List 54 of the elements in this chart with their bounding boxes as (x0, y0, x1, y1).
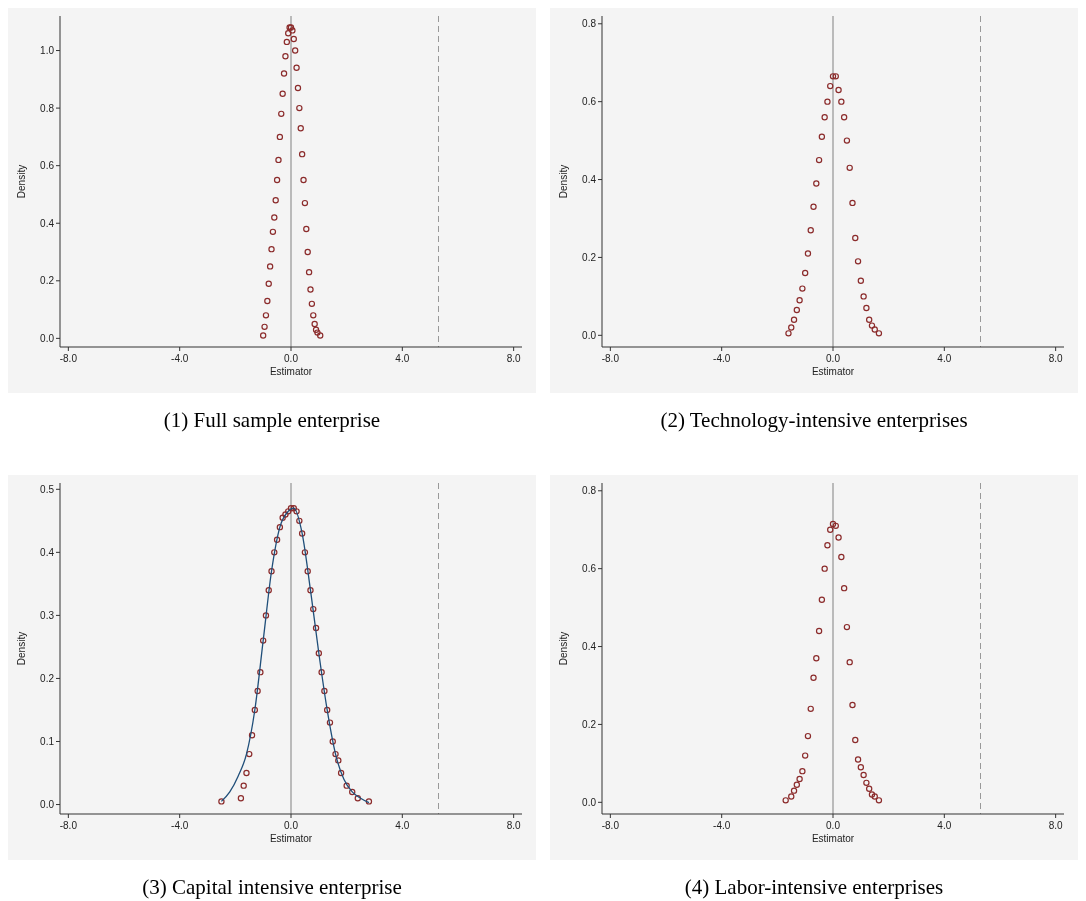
x-tick-label: 0.0 (826, 820, 841, 831)
y-tick-label: 0.2 (40, 672, 55, 684)
x-tick-label: -4.0 (713, 820, 731, 831)
x-tick-label: 8.0 (506, 820, 522, 831)
y-tick-label: 0.4 (582, 174, 597, 186)
x-tick-label: -8.0 (59, 353, 78, 364)
x-tick-label: -4.0 (171, 353, 189, 364)
y-axis-title: Density (16, 164, 27, 199)
y-tick-label: 0.2 (582, 251, 597, 263)
x-tick-label: 4.0 (937, 820, 952, 831)
y-tick-label: 0.8 (582, 18, 597, 30)
y-axis-title: Density (16, 631, 27, 666)
x-tick-label: -8.0 (601, 820, 620, 831)
y-tick-label: 0.3 (40, 609, 55, 621)
text: (1) Full sample enterprise (163, 408, 381, 432)
x-tick-label: 4.0 (937, 353, 952, 364)
y-tick-label: 0.0 (582, 329, 597, 341)
y-tick-label: 0.6 (40, 160, 55, 172)
y-axis-title: Density (558, 631, 569, 666)
x-tick-label: -8.0 (59, 820, 78, 831)
y-tick-label: 0.1 (40, 736, 55, 747)
x-tick-label: -4.0 (713, 353, 731, 364)
text: (4) Labor-intensive enterprises (684, 875, 944, 899)
x-axis-title: Estimator (811, 833, 855, 844)
y-tick-label: 0.0 (40, 332, 55, 344)
x-tick-label: 8.0 (1048, 820, 1064, 831)
y-tick-label: 0.0 (40, 799, 55, 811)
y-axis-title: Density (558, 164, 569, 199)
y-tick-label: 0.6 (582, 563, 597, 575)
x-tick-label: 0.0 (826, 353, 841, 364)
x-tick-label: 8.0 (506, 353, 522, 364)
y-tick-label: 0.4 (582, 641, 597, 653)
y-tick-label: 0.8 (40, 102, 55, 114)
x-tick-label: 4.0 (395, 353, 410, 364)
y-tick-label: 0.0 (582, 796, 597, 808)
y-tick-label: 0.6 (582, 96, 597, 108)
y-tick-label: 0.5 (40, 483, 55, 495)
y-tick-label: 0.4 (40, 217, 55, 229)
x-axis-title: Estimator (269, 366, 313, 377)
x-tick-label: 4.0 (395, 820, 410, 831)
x-tick-label: 8.0 (1048, 353, 1064, 364)
x-tick-label: -8.0 (601, 353, 620, 364)
text: (3) Capital intensive enterprise (142, 875, 402, 899)
x-tick-label: -4.0 (171, 820, 189, 831)
y-tick-label: 0.2 (40, 275, 55, 287)
x-tick-label: 0.0 (284, 820, 299, 831)
x-tick-label: 0.0 (284, 353, 299, 364)
y-tick-label: 0.8 (582, 485, 597, 497)
y-tick-label: 0.2 (582, 718, 597, 730)
y-tick-label: 0.4 (40, 546, 55, 558)
y-tick-label: 1.0 (40, 45, 55, 57)
x-axis-title: Estimator (811, 366, 855, 377)
x-axis-title: Estimator (269, 833, 313, 844)
text: (2) Technology-intensive enterprises (660, 408, 968, 432)
